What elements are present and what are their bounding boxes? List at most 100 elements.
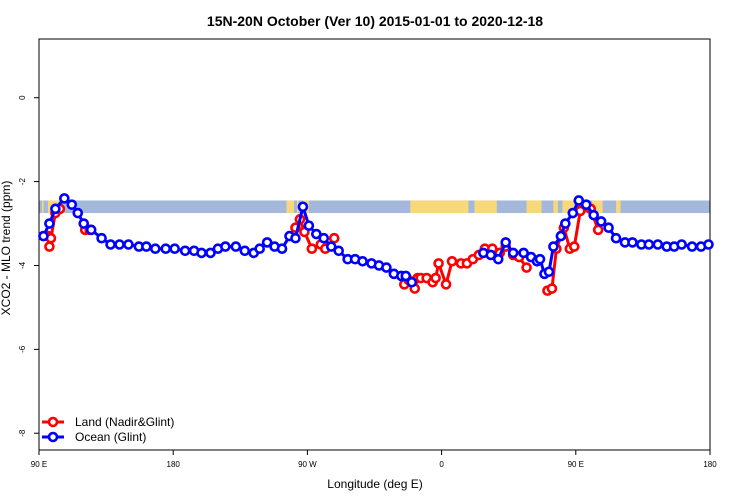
ocean-point-16 [169,243,180,254]
land-point-44 [592,224,604,236]
ocean-point-23 [230,241,242,252]
ocean-point-73 [652,239,664,250]
ocean-point-24 [239,245,251,257]
ocean-point-79 [703,239,714,250]
ocean-point-31 [290,232,301,244]
x-tick-label-1: 180 [167,460,181,469]
y-tick-label-2: -4 [18,261,27,269]
ocean-point-63 [573,195,585,206]
ocean-point-20 [205,247,216,259]
x-tick-label-2: 90 W [298,460,317,469]
land-segment-5 [410,200,469,214]
ocean-point-50 [492,253,504,265]
land-segment-0 [41,200,44,214]
ocean-point-47 [406,276,418,288]
ocean-band [39,200,710,214]
y-tick-label-3: -6 [18,345,27,353]
ocean-point-34 [311,228,322,240]
land-point-24 [446,255,458,267]
land-segment-8 [553,200,558,214]
land-point-23 [440,279,452,290]
ocean-point-60 [555,230,567,242]
ocean-point-62 [567,207,579,219]
land-point-35 [521,262,532,273]
ocean-point-72 [643,239,655,250]
legend-marker-land [47,416,59,428]
y-tick-label-0: 0 [18,95,27,100]
ocean-point-33 [303,220,315,231]
land-segment-10 [592,200,603,214]
ocean-point-6 [78,218,90,229]
land-segment-2 [286,200,294,214]
ocean-point-37 [333,245,345,257]
ocean-point-10 [114,239,125,250]
ocean-point-66 [595,216,607,227]
ocean-point-11 [123,239,134,250]
ocean-point-32 [297,201,309,213]
ocean-point-68 [610,232,622,244]
ocean-point-67 [603,222,614,234]
ocean-point-22 [220,241,231,252]
ocean-point-43 [381,262,392,273]
land-segment-9 [562,200,575,214]
ocean-point-35 [318,232,330,244]
ocean-point-19 [196,247,207,259]
y-tick-label-4: -8 [18,429,27,437]
legend-marker-ocean [47,431,59,443]
chart-title: 15N-20N October (Ver 10) 2015-01-01 to 2… [207,13,543,29]
ocean-point-1 [44,218,55,229]
land-point-1 [44,241,55,252]
x-tick-label-5: 180 [703,460,717,469]
land-point-21 [430,272,441,284]
ocean-point-53 [518,247,529,259]
ocean-point-51 [500,237,512,248]
land-segment-6 [474,200,497,214]
ocean-point-0 [38,230,49,242]
ocean-point-58 [543,266,555,278]
land-point-37 [546,283,558,294]
ocean-segment-31 [293,205,305,240]
y-tick-label-1: -2 [18,177,27,185]
x-axis-label: Longitude (deg E) [327,477,422,491]
ocean-point-49 [485,249,497,261]
ocean-point-3 [59,193,70,204]
ocean-point-76 [676,239,687,250]
land-point-10 [306,243,318,254]
land-segment-41 [572,209,582,249]
ocean-point-8 [96,232,107,244]
land-segment-7 [526,200,542,214]
ocean-point-2 [50,203,61,215]
land-segment-37 [550,247,558,291]
ocean-point-4 [66,199,78,210]
x-tick-label-4: 90 E [568,460,584,469]
ocean-point-14 [150,243,161,254]
ocean-point-77 [686,241,698,252]
ocean-point-46 [400,270,412,282]
ocean-point-9 [105,239,116,250]
x-tick-label-3: 0 [439,460,444,469]
ocean-point-17 [179,245,191,257]
land-point-22 [433,258,444,269]
land-point-13 [328,232,340,244]
legend-label-ocean: Ocean (Glint) [75,430,146,444]
ocean-point-56 [534,253,546,265]
ocean-point-70 [627,237,638,248]
ocean-point-27 [261,237,273,248]
ocean-point-64 [580,199,592,210]
ocean-point-15 [160,243,172,254]
y-axis-label: XCO2 - MLO trend (ppm) [0,181,13,316]
series-layer [38,193,714,296]
ocean-point-26 [254,243,265,254]
legend: Land (Nadir&Glint) Ocean (Glint) [42,415,174,444]
ocean-point-13 [141,241,152,252]
ocean-point-36 [325,241,337,252]
ocean-point-59 [548,241,559,252]
ocean-point-29 [276,243,288,254]
ocean-point-65 [588,209,599,221]
land-segment-11 [616,200,621,214]
ocean-point-40 [357,255,368,267]
series-ocean [38,193,714,288]
land-ocean-band [39,200,710,214]
